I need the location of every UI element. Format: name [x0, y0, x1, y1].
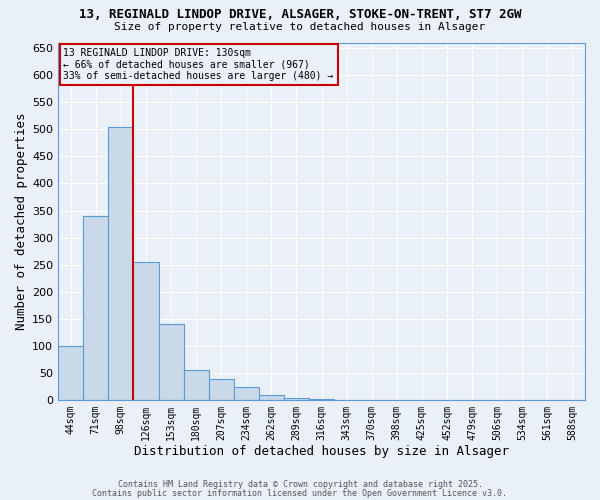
Text: Contains HM Land Registry data © Crown copyright and database right 2025.: Contains HM Land Registry data © Crown c…: [118, 480, 482, 489]
Bar: [158, 324, 184, 400]
Bar: [234, 386, 259, 400]
Text: Contains public sector information licensed under the Open Government Licence v3: Contains public sector information licen…: [92, 488, 508, 498]
Text: 13 REGINALD LINDOP DRIVE: 130sqm
← 66% of detached houses are smaller (967)
33% : 13 REGINALD LINDOP DRIVE: 130sqm ← 66% o…: [64, 48, 334, 81]
Bar: [133, 262, 158, 400]
Bar: [109, 126, 133, 400]
Text: 13, REGINALD LINDOP DRIVE, ALSAGER, STOKE-ON-TRENT, ST7 2GW: 13, REGINALD LINDOP DRIVE, ALSAGER, STOK…: [79, 8, 521, 20]
X-axis label: Distribution of detached houses by size in Alsager: Distribution of detached houses by size …: [134, 444, 509, 458]
Y-axis label: Number of detached properties: Number of detached properties: [15, 112, 28, 330]
Bar: [259, 395, 284, 400]
Text: Size of property relative to detached houses in Alsager: Size of property relative to detached ho…: [115, 22, 485, 32]
Bar: [184, 370, 209, 400]
Bar: [284, 398, 309, 400]
Bar: [83, 216, 109, 400]
Bar: [209, 378, 234, 400]
Bar: [309, 399, 334, 400]
Bar: [58, 346, 83, 400]
